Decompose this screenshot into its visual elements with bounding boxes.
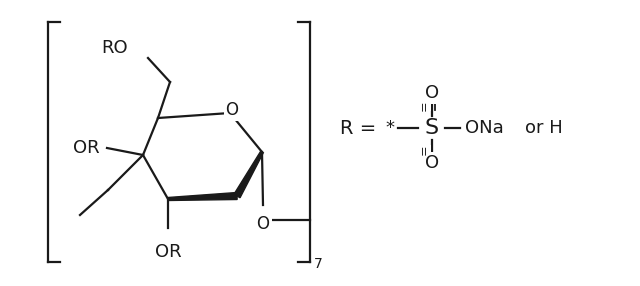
Text: OR: OR bbox=[155, 243, 181, 261]
Text: OR: OR bbox=[74, 139, 100, 157]
Text: or H: or H bbox=[525, 119, 563, 137]
Text: RO: RO bbox=[101, 39, 128, 57]
Text: O: O bbox=[225, 101, 239, 119]
Polygon shape bbox=[234, 151, 263, 198]
Text: R =: R = bbox=[340, 118, 376, 138]
Text: O: O bbox=[257, 215, 269, 233]
Text: =: = bbox=[417, 101, 431, 111]
Text: 7: 7 bbox=[314, 257, 323, 271]
Text: O: O bbox=[425, 84, 439, 102]
Text: *: * bbox=[385, 119, 394, 137]
Text: ONa: ONa bbox=[465, 119, 504, 137]
Polygon shape bbox=[168, 192, 237, 200]
Text: S: S bbox=[425, 118, 439, 138]
Text: =: = bbox=[417, 145, 431, 155]
Text: O: O bbox=[425, 154, 439, 172]
